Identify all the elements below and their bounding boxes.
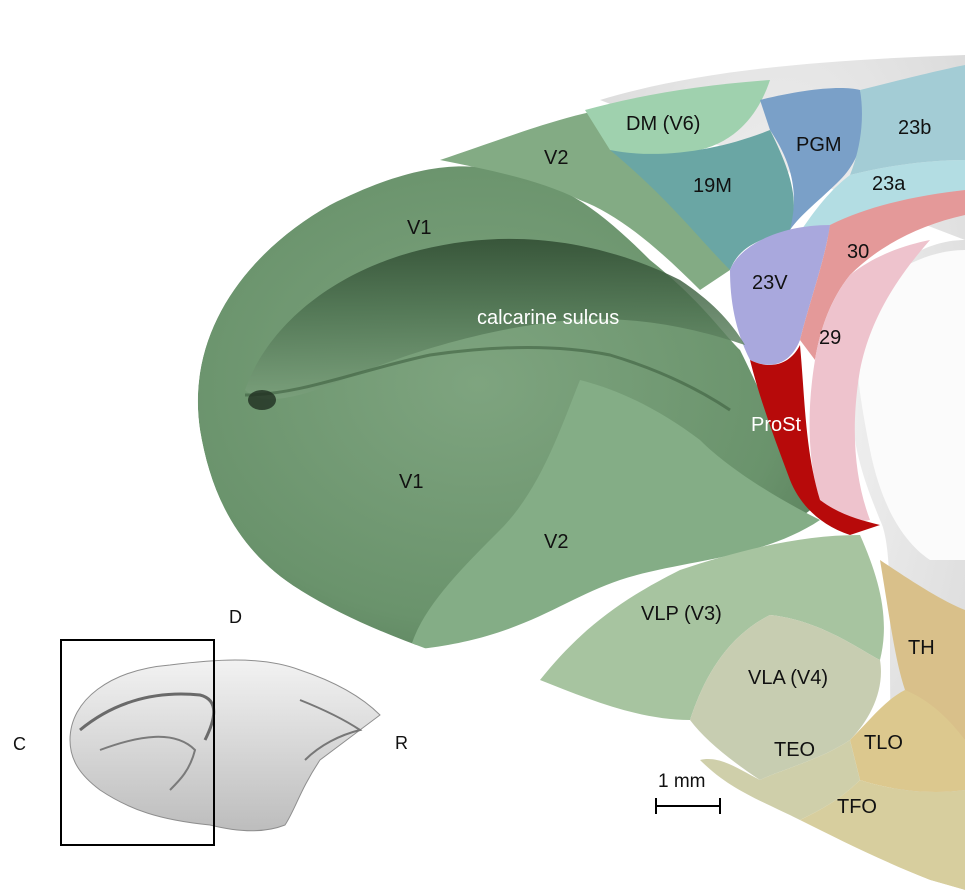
label-19m: 19M [693,175,732,197]
inset-sulcus-lower [99,735,197,791]
label-vla-v4: VLA (V4) [748,667,829,689]
region-tlo [850,690,965,792]
region-30 [800,190,965,360]
region-19m [610,130,794,270]
region-tfo [800,780,965,890]
inset-thumbnail [60,639,381,846]
label-pgm: PGM [796,134,842,156]
label-prost: ProSt [751,414,802,436]
inset-sulcus-rostral [299,699,363,761]
label-tfo: TFO [837,796,877,818]
scale-bar-label: 1 mm [658,771,706,792]
region-vla [690,615,881,780]
label-v2-bottom: V2 [544,531,569,553]
label-th: TH [908,637,935,659]
label-vlp-v3: VLP (V3) [641,603,722,625]
label-dm-v6: DM (V6) [626,113,701,135]
orientation-dorsal: D [229,607,242,627]
orientation-caudal: C [13,734,26,754]
region-dm [585,80,770,158]
label-23b: 23b [898,117,932,139]
occipital-pole-pit [248,390,276,410]
label-23a: 23a [872,173,906,195]
inset-brain-shape [69,659,381,832]
label-tlo: TLO [864,732,903,754]
region-23b [850,65,965,175]
region-vlp [540,535,884,720]
orientation-rostral: R [395,733,408,753]
label-23v: 23V [752,272,788,294]
inset-frame [60,639,215,846]
region-th [880,560,965,740]
scale-bar [655,798,721,814]
label-v1-bottom: V1 [399,471,424,493]
region-pgm [760,88,864,230]
label-30: 30 [847,241,870,263]
region-v2-bottom [410,380,820,650]
region-prost [750,345,880,535]
region-29 [809,240,930,521]
calcarine-sulcus-groove [245,238,745,400]
label-calcarine-sulcus: calcarine sulcus [477,307,620,329]
label-v1-top: V1 [407,217,432,239]
region-23v [730,225,830,365]
white-cortex-right-fill [855,250,965,560]
label-29: 29 [819,327,842,349]
region-teo [700,740,860,820]
label-v2-top: V2 [544,147,569,169]
calcarine-sulcus-lip [244,346,731,412]
region-v2-top [440,110,730,290]
region-23a [800,160,965,238]
label-teo: TEO [774,739,816,761]
